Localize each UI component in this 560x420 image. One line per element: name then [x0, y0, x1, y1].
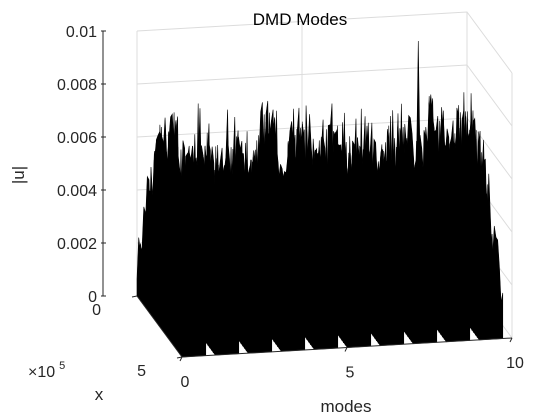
- y-axis-label: x: [95, 385, 104, 404]
- x-tick-label: 5: [346, 365, 355, 382]
- x-tick-label: 0: [181, 374, 190, 391]
- x-tick-label: 10: [506, 355, 524, 372]
- z-axis-label: |u|: [9, 166, 28, 184]
- z-tick-label: 0.008: [57, 77, 97, 94]
- y-multiplier-base: ×10: [28, 364, 55, 381]
- y-tick-label: 0: [92, 302, 101, 319]
- z-tick-label: 0.004: [57, 183, 97, 200]
- chart-title: DMD Modes: [253, 10, 347, 29]
- y-multiplier-exponent: 5: [59, 360, 65, 372]
- y-tick-label: 5: [137, 363, 146, 380]
- z-tick-label: 0.006: [57, 130, 97, 147]
- z-tick-label: 0.002: [57, 236, 97, 253]
- z-tick-label: 0.01: [66, 24, 97, 41]
- x-axis-label: modes: [320, 397, 371, 416]
